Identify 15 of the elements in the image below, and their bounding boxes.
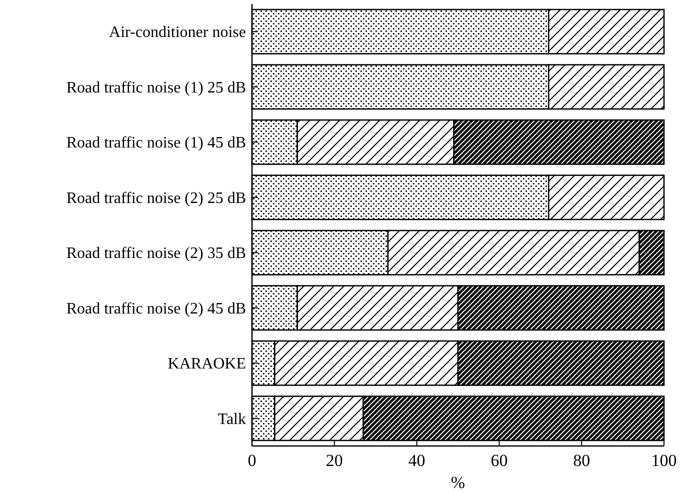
x-tick-label: 60 <box>490 451 508 470</box>
y-tick-label: Talk <box>218 410 246 428</box>
y-tick-label: Road traffic noise (2) 25 dB <box>66 190 246 207</box>
y-tick-label: Road traffic noise (2) 45 dB <box>66 300 246 318</box>
x-tick-label: 40 <box>408 451 426 470</box>
y-tick-label: Road traffic noise (1) 45 dB <box>66 134 246 152</box>
x-tick-label: 0 <box>248 451 256 470</box>
x-tick-label: 100 <box>651 451 677 470</box>
x-tick-label: 20 <box>326 451 343 470</box>
y-tick-label: Road traffic noise (1) 25 dB <box>66 79 246 96</box>
x-tick-label: 80 <box>573 451 590 470</box>
y-tick-label: Air-conditioner noise <box>109 24 246 42</box>
y-tick-label: KARAOKE <box>168 356 246 373</box>
x-axis-title: % <box>450 473 466 492</box>
y-tick-label: Road traffic noise (2) 35 dB <box>66 245 246 262</box>
